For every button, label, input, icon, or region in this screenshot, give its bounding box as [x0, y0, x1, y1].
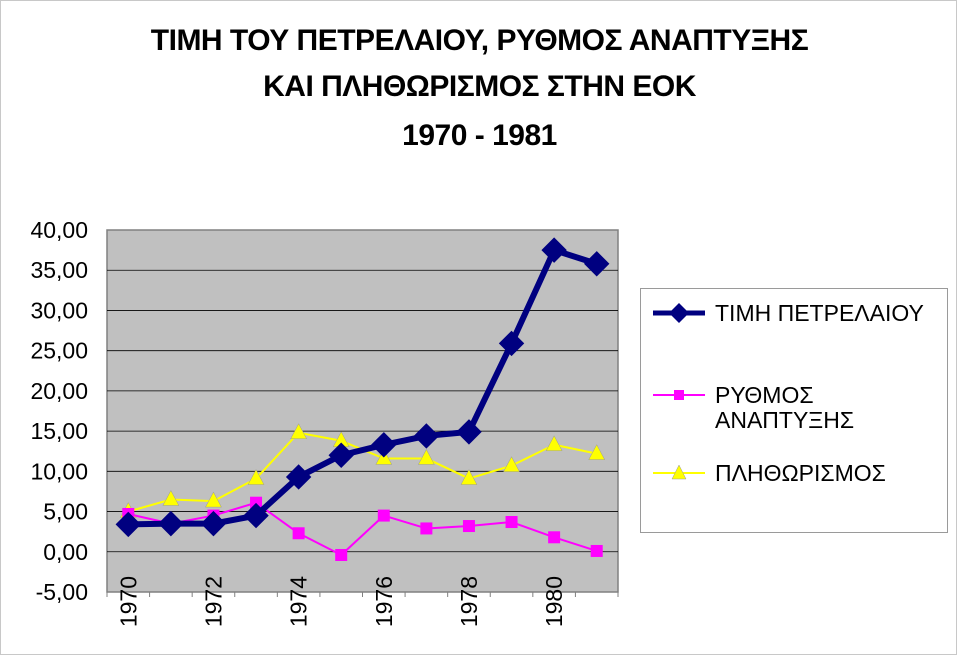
- data-point-oil-price: [243, 502, 269, 529]
- data-point-growth-rate: [250, 496, 263, 509]
- data-point-inflation: [545, 435, 563, 452]
- data-point-oil-price: [456, 419, 482, 445]
- y-tick-label: 40,00: [30, 217, 88, 243]
- data-point-inflation: [290, 423, 308, 439]
- data-point-growth-rate: [548, 531, 561, 544]
- legend-label-inflation: ΠΛΗΘΩΡΙΣΜΟΣ: [715, 460, 886, 486]
- data-point-growth-rate: [377, 509, 390, 522]
- data-point-inflation: [247, 469, 265, 485]
- chart-title-line-1: ΤΙΜΗ ΤΟΥ ΠΕΤΡΕΛΑΙΟΥ, ΡΥΘΜΟΣ ΑΝΑΠΤΥΞΗΣ: [150, 24, 809, 57]
- x-tick-label: 1970: [115, 576, 141, 627]
- data-point-oil-price: [371, 432, 397, 458]
- x-tick-label: 1978: [456, 576, 482, 627]
- data-point-oil-price: [115, 511, 141, 538]
- x-tick-label: 1974: [286, 576, 312, 627]
- x-tick-label: 1980: [541, 576, 567, 627]
- y-tick-label: 0,00: [43, 539, 88, 565]
- data-point-oil-price: [200, 510, 227, 537]
- legend-item-inflation: ΠΛΗΘΩΡΙΣΜΟΣ: [649, 461, 945, 486]
- legend-label-oil-price: ΤΙΜΗ ΠΕΤΡΕΛΑΙΟΥ: [715, 300, 924, 326]
- legend-marker-oil-price: [653, 303, 705, 323]
- y-tick-label: 30,00: [30, 297, 88, 323]
- y-tick-label: 35,00: [30, 257, 88, 283]
- data-point-oil-price: [285, 464, 312, 490]
- data-point-growth-rate: [335, 548, 348, 561]
- y-tick-label: 10,00: [30, 458, 88, 484]
- data-point-inflation: [205, 491, 222, 508]
- data-point-growth-rate: [462, 520, 475, 533]
- data-point-oil-price: [413, 423, 440, 449]
- data-point-oil-price: [158, 510, 184, 537]
- series-line-growth-rate: [128, 501, 598, 556]
- x-tick-label: 1976: [371, 576, 397, 627]
- data-point-growth-rate: [292, 527, 305, 540]
- data-point-inflation: [588, 444, 606, 460]
- legend-marker-inflation: [653, 464, 705, 480]
- data-point-growth-rate: [505, 516, 518, 529]
- y-tick-label: 5,00: [43, 499, 88, 525]
- legend-marker-growth-rate: [653, 390, 705, 400]
- chart-legend: ΤΙΜΗ ΠΕΤΡΕΛΑΙΟΥ ΡΥΘΜΟΣ ΑΝΑΠΤΥΞΗΣ ΠΛΗΘΩΡΙ…: [640, 288, 948, 533]
- data-point-oil-price: [541, 237, 567, 263]
- data-point-oil-price: [328, 442, 354, 468]
- legend-item-oil-price: ΤΙΜΗ ΠΕΤΡΕΛΑΙΟΥ: [649, 301, 945, 326]
- y-tick-label: 15,00: [30, 418, 88, 444]
- chart-title-line-3: 1970 - 1981: [402, 119, 557, 152]
- legend-label-growth-rate: ΡΥΘΜΟΣ ΑΝΑΠΤΥΞΗΣ: [715, 382, 855, 433]
- legend-item-growth-rate: ΡΥΘΜΟΣ ΑΝΑΠΤΥΞΗΣ: [649, 383, 945, 433]
- data-point-inflation: [460, 469, 478, 485]
- data-point-growth-rate: [420, 522, 433, 535]
- chart-title-line-2: ΚΑΙ ΠΛΗΘΩΡΙΣΜΟΣ ΣΤΗΝ ΕΟΚ: [263, 70, 696, 103]
- data-point-inflation: [503, 456, 520, 472]
- y-tick-label: 25,00: [30, 338, 88, 364]
- y-tick-label: 20,00: [30, 378, 88, 404]
- x-tick-label: 1972: [200, 576, 226, 627]
- data-point-oil-price: [498, 330, 525, 357]
- y-tick-label: -5,00: [36, 579, 88, 605]
- data-point-oil-price: [584, 251, 610, 277]
- data-point-inflation: [417, 448, 435, 465]
- data-point-growth-rate: [590, 544, 603, 557]
- data-point-inflation: [162, 489, 180, 506]
